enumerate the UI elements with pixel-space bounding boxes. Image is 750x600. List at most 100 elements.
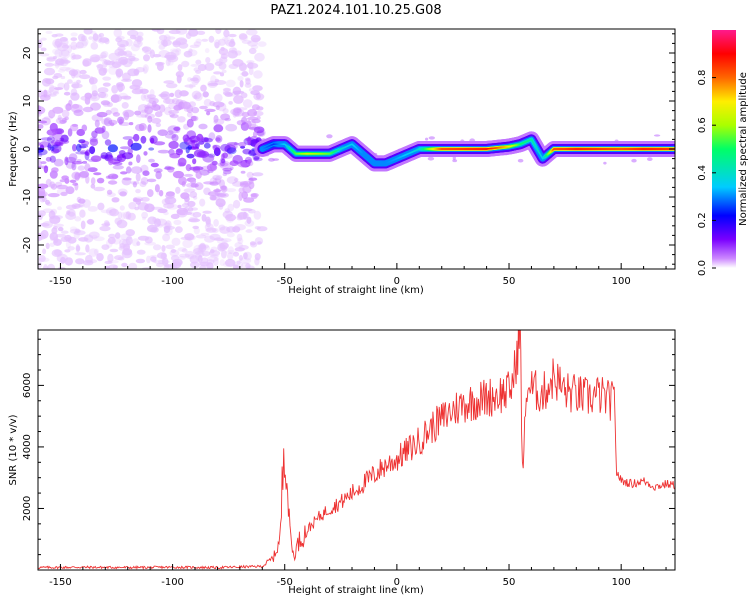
noise-speck <box>76 79 81 84</box>
noise-speck <box>93 172 102 176</box>
noise-speck <box>239 80 244 88</box>
noise-speck <box>209 249 215 254</box>
noise-speck <box>120 95 132 100</box>
noise-speck <box>214 78 219 83</box>
noise-speck <box>38 255 46 262</box>
noise-speck <box>59 66 71 71</box>
heatmap-x-ticks: -150 -100 -50 0 50 100 <box>37 263 667 287</box>
noise-speck <box>150 256 157 262</box>
noise-speck <box>153 141 166 146</box>
noise-speck <box>64 249 71 253</box>
noise-speck <box>128 122 134 126</box>
noise-speck <box>181 101 191 110</box>
noise-speck <box>129 57 140 62</box>
noise-speck <box>58 49 71 59</box>
noise-speck <box>79 69 87 75</box>
noise-speck <box>54 49 63 58</box>
noise-speck <box>70 37 78 41</box>
noise-speck <box>217 162 229 167</box>
noise-speck <box>152 54 162 58</box>
noise-speck <box>178 253 190 258</box>
x-tick-label: 50 <box>503 276 516 287</box>
noise-speck <box>203 137 209 143</box>
noise-speck <box>199 169 210 176</box>
noise-speck <box>224 92 233 97</box>
noise-speck <box>190 63 200 67</box>
noise-speck <box>38 142 41 146</box>
noise-speck <box>142 216 146 221</box>
noise-speck <box>226 232 235 238</box>
noise-speck <box>112 165 125 170</box>
noise-speck <box>55 58 65 66</box>
noise-speck <box>163 166 176 170</box>
noise-speck <box>186 153 195 159</box>
noise-speck <box>169 114 179 119</box>
noise-speck <box>152 104 161 111</box>
noise-speck <box>49 155 56 163</box>
colorbar-tick-label: 0.8 <box>697 70 708 86</box>
noise-speck <box>40 229 49 239</box>
noise-speck <box>177 116 186 123</box>
noise-speck <box>83 29 93 35</box>
noise-speck <box>232 90 245 95</box>
noise-speck <box>187 77 193 82</box>
noise-speck <box>226 226 237 233</box>
noise-speck <box>65 204 77 210</box>
noise-speck <box>251 118 261 124</box>
noise-speck <box>60 191 68 197</box>
noise-speck <box>117 85 123 93</box>
noise-speck <box>233 261 244 269</box>
noise-speck <box>71 83 83 89</box>
noise-speck <box>199 198 206 207</box>
noise-speck <box>109 122 115 127</box>
noise-speck <box>44 91 49 99</box>
noise-speck <box>135 172 141 182</box>
noise-speck <box>245 78 251 85</box>
noise-speck <box>196 133 204 142</box>
noise-speck <box>119 191 127 197</box>
noise-speck <box>249 241 256 246</box>
noise-speck <box>243 251 252 261</box>
noise-speck <box>224 208 230 214</box>
colorbar-tick-label: 0.2 <box>697 212 708 228</box>
noise-speck <box>101 244 110 251</box>
noise-speck <box>242 99 253 108</box>
noise-speck <box>189 255 199 264</box>
noise-speck <box>253 70 263 79</box>
noise-speck <box>74 172 80 181</box>
noise-speck <box>50 139 63 146</box>
colorbar-tick-label: 0.6 <box>697 117 708 133</box>
noise-speck <box>77 198 86 204</box>
noise-speck <box>191 76 200 86</box>
noise-speck <box>232 264 240 269</box>
noise-speck <box>158 34 168 41</box>
noise-speck <box>130 43 140 52</box>
noise-speck <box>147 189 154 198</box>
noise-speck <box>115 68 124 78</box>
noise-speck <box>136 249 146 255</box>
noise-speck <box>228 33 237 38</box>
noise-speck <box>164 196 177 205</box>
noise-speck <box>135 124 145 132</box>
noise-speck <box>107 157 114 166</box>
noise-speck <box>209 181 219 186</box>
noise-speck <box>234 177 239 182</box>
noise-speck <box>214 237 224 241</box>
noise-speck <box>59 179 66 183</box>
noise-speck <box>241 116 248 125</box>
noise-speck <box>166 36 176 40</box>
noise-speck <box>246 120 252 129</box>
noise-speck <box>40 37 47 41</box>
noise-speck <box>207 191 219 197</box>
noise-speck <box>254 237 264 246</box>
noise-speck <box>245 229 253 233</box>
y-tick-label: 20 <box>22 47 33 60</box>
noise-speck <box>181 248 188 253</box>
noise-speck <box>105 265 110 269</box>
noise-speck <box>156 62 164 71</box>
noise-speck <box>224 144 236 154</box>
noise-speck <box>75 151 86 155</box>
noise-speck <box>211 160 218 166</box>
noise-speck <box>81 124 88 132</box>
noise-speck <box>252 37 261 42</box>
